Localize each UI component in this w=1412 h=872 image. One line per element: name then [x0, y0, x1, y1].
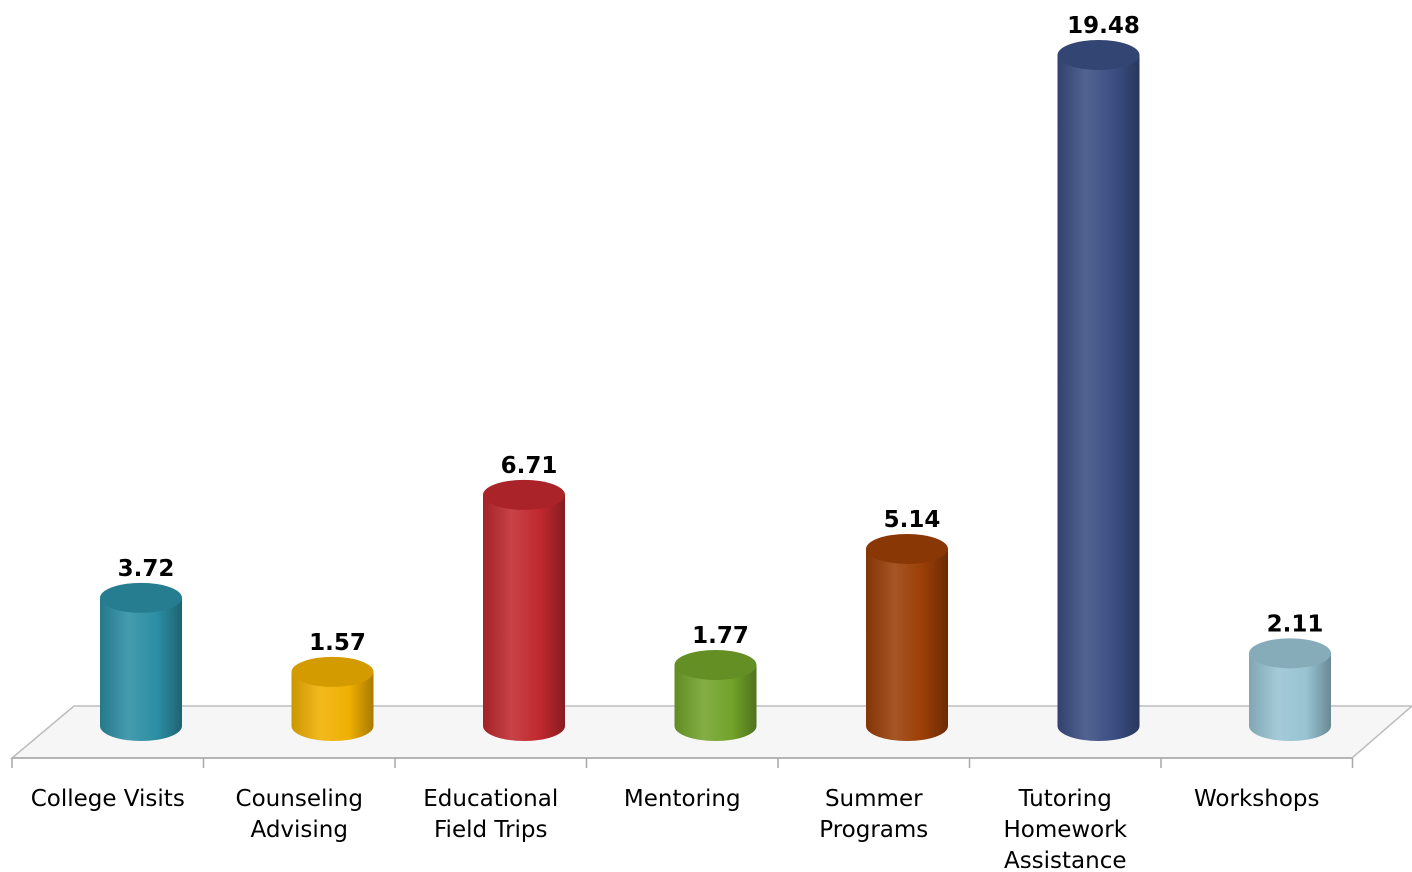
bar-top	[1057, 40, 1140, 70]
bar-body	[866, 548, 948, 741]
value-label: 1.77	[692, 623, 749, 649]
category-label-line: Summer	[825, 786, 923, 812]
value-label: 5.14	[884, 507, 941, 533]
category-label-line: Educational	[423, 786, 558, 812]
bar-series	[100, 40, 1331, 741]
category-label-line: Advising	[251, 817, 348, 843]
category-label-line: Programs	[819, 817, 928, 843]
category-label-line: Counseling	[236, 786, 363, 812]
bar-4	[866, 533, 948, 741]
bar-body	[100, 597, 182, 741]
category-label: Summer Programs	[819, 786, 928, 843]
bar-top	[1249, 638, 1331, 669]
bar-1	[291, 656, 374, 741]
bar-top	[100, 582, 182, 613]
bar-body	[291, 671, 374, 741]
bar-top	[483, 479, 565, 510]
bar-3	[674, 650, 757, 741]
category-label-line: Assistance	[1004, 848, 1127, 872]
value-label: 1.57	[309, 630, 366, 656]
value-label: 2.11	[1267, 611, 1324, 637]
bar-top	[291, 656, 374, 687]
category-label: College Visits	[31, 786, 185, 812]
category-label-line: Mentoring	[624, 786, 741, 812]
bar-top	[674, 650, 757, 681]
category-label: Educational Field Trips	[423, 786, 558, 843]
category-label: Counseling Advising	[236, 786, 363, 843]
bar-5	[1057, 40, 1140, 741]
category-label-line: Field Trips	[434, 817, 548, 843]
value-label: 6.71	[501, 453, 558, 479]
bar-body	[483, 494, 565, 741]
category-label: Tutoring Homework Assistance	[1003, 786, 1127, 872]
bar-0	[100, 582, 182, 741]
category-label: Workshops	[1194, 786, 1319, 812]
bar-body	[1057, 55, 1140, 741]
category-label-line: Workshops	[1194, 786, 1319, 812]
bar-body	[674, 665, 757, 741]
label-layer: 3.72 College Visits 1.57 Counseling Advising…	[31, 13, 1324, 872]
category-label-line: Homework	[1003, 817, 1127, 843]
bar-top	[866, 533, 948, 564]
value-label: 19.48	[1067, 13, 1140, 39]
category-label-line: Tutoring	[1018, 786, 1112, 812]
category-label: Mentoring	[624, 786, 741, 812]
bar-body	[1249, 653, 1331, 741]
value-label: 3.72	[118, 556, 175, 582]
category-label-line: College Visits	[31, 786, 185, 812]
bar-6	[1249, 638, 1331, 741]
bar-2	[483, 479, 565, 741]
